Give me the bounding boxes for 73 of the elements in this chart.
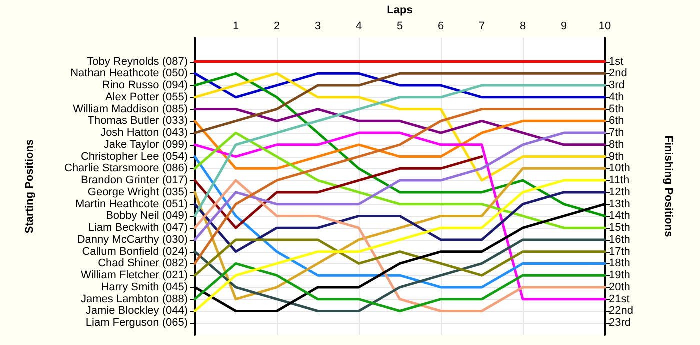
y-tick-label: 1st bbox=[609, 56, 624, 68]
line-series bbox=[194, 72, 606, 134]
text: James Lambton (088) bbox=[81, 293, 188, 306]
line-series bbox=[194, 132, 606, 301]
text: Thomas Butler (033) bbox=[88, 115, 188, 128]
text: Jamie Blockley (044) bbox=[86, 305, 188, 318]
line-series bbox=[194, 167, 606, 301]
y-tick-label: 15th bbox=[609, 222, 630, 234]
y-tick-label: 21st bbox=[609, 293, 630, 306]
line-series bbox=[194, 156, 606, 289]
text: Christopher Lee (054) bbox=[80, 150, 188, 163]
y-tick-label: 18th bbox=[609, 258, 630, 270]
text: Toby Reynolds (087) bbox=[87, 56, 188, 68]
y-tick-label: 7th bbox=[609, 127, 624, 140]
text: Alex Potter (055) bbox=[105, 91, 188, 104]
text: Callum Bonfield (024) bbox=[82, 246, 188, 258]
y-tick-label: 4th bbox=[609, 91, 624, 104]
y-tick-label: 9th bbox=[609, 150, 624, 163]
x-tick-label: 4 bbox=[356, 20, 362, 32]
text: Liam Ferguson (065) bbox=[86, 317, 188, 330]
line-series bbox=[194, 179, 606, 312]
text: Charlie Starsmoore (086) bbox=[64, 162, 188, 175]
y-tick-label: 10th bbox=[609, 162, 630, 175]
x-tick-label: 8 bbox=[520, 20, 526, 32]
y-tick-label: 8th bbox=[609, 138, 624, 151]
line-series bbox=[194, 108, 606, 265]
text: Brandon Grinter (017) bbox=[81, 174, 188, 187]
line-series bbox=[194, 120, 606, 170]
line-series bbox=[194, 238, 606, 312]
line-series bbox=[194, 108, 606, 146]
y-tick-label: 6th bbox=[609, 115, 624, 128]
x-tick-label: 2 bbox=[274, 20, 280, 32]
y-tick-label: 14th bbox=[609, 210, 630, 222]
text: William Fletcher (021) bbox=[81, 270, 188, 282]
y-axis-title: Finishing Positions bbox=[662, 136, 674, 238]
y-tick-label: 12th bbox=[609, 186, 630, 198]
text: Starting Positions bbox=[24, 139, 36, 234]
line-series bbox=[194, 191, 606, 254]
x-tick-label: 3 bbox=[314, 20, 322, 32]
text: William Maddison (085) bbox=[73, 103, 188, 116]
y-tick-label: 22nd bbox=[609, 305, 634, 318]
text: Liam Beckwith (047) bbox=[88, 222, 188, 234]
line-series bbox=[194, 262, 606, 312]
x-tick-label: 1 bbox=[232, 20, 240, 32]
x-tick-label: 9 bbox=[560, 20, 568, 32]
x-axis-title: Laps bbox=[387, 4, 413, 16]
text: Danny McCarthy (030) bbox=[77, 234, 188, 246]
y-tick-label: 5th bbox=[609, 103, 624, 116]
y-tick-label: 23rd bbox=[609, 317, 632, 330]
x-tick-label: 7 bbox=[478, 20, 486, 32]
y-tick-label: 16th bbox=[609, 234, 630, 246]
y-tick-label: 19th bbox=[609, 270, 630, 282]
y-tick-label: 11th bbox=[609, 174, 630, 187]
line-series bbox=[194, 72, 606, 182]
line-series bbox=[194, 156, 484, 230]
y-tick-label: 2nd bbox=[609, 68, 628, 80]
y-tick-label: 13th bbox=[609, 198, 630, 210]
text: Bobby Neil (049) bbox=[106, 210, 188, 222]
x-tick-label: 5 bbox=[396, 20, 404, 32]
text: Rino Russo (094) bbox=[102, 80, 188, 92]
text: Nathan Heathcote (050) bbox=[70, 68, 188, 80]
x-tick-label: 6 bbox=[438, 20, 444, 32]
text: George Wright (035) bbox=[88, 186, 188, 198]
text: Harry Smith (045) bbox=[101, 281, 188, 294]
y-tick-label: 17th bbox=[609, 246, 630, 258]
text: Jake Taylor (099) bbox=[104, 138, 188, 151]
text: Martin Heathcote (051) bbox=[76, 198, 188, 210]
text: Josh Hatton (043) bbox=[100, 127, 188, 140]
line-series bbox=[194, 238, 606, 277]
text: Chad Shiner (082) bbox=[98, 258, 188, 270]
y-tick-label: 20th bbox=[609, 281, 630, 294]
y-tick-label: 3rd bbox=[609, 80, 625, 92]
x-tick-label: 10 bbox=[598, 20, 612, 32]
